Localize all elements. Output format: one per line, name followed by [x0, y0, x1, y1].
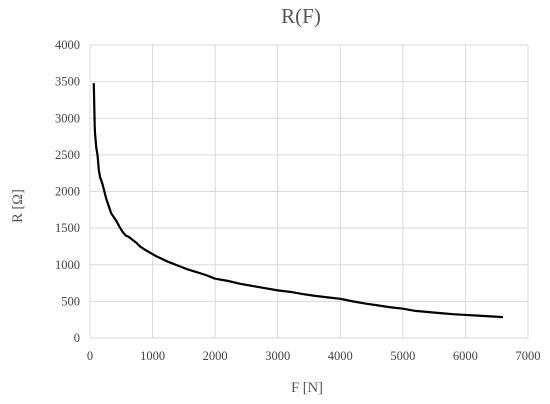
- series-line: [92, 83, 504, 319]
- x-tick-label: 5000: [390, 349, 415, 363]
- x-tick-label: 4000: [328, 349, 353, 363]
- x-tick-label: 6000: [453, 349, 478, 363]
- x-axis-label: F [N]: [291, 380, 323, 396]
- x-tick-label: 3000: [265, 349, 290, 363]
- y-tick-label: 500: [61, 294, 80, 308]
- y-tick-labels: 0 500 1000 1500 2000 2500 3000 3500 4000: [55, 38, 80, 345]
- y-tick-label: 2500: [55, 148, 80, 162]
- y-tick-label: 2000: [55, 185, 80, 199]
- x-tick-label: 0: [87, 349, 93, 363]
- y-tick-label: 1500: [55, 221, 80, 235]
- y-tick-label: 3500: [55, 75, 80, 89]
- chart-title: R(F): [281, 4, 321, 28]
- x-tick-label: 1000: [140, 349, 165, 363]
- x-tick-labels: 0 1000 2000 3000 4000 5000 6000 7000: [87, 349, 541, 363]
- y-tick-label: 3000: [55, 111, 80, 125]
- grid-lines: [89, 44, 529, 339]
- y-tick-label: 0: [74, 331, 80, 345]
- y-axis-label: R [Ω]: [10, 189, 26, 223]
- y-tick-label: 1000: [55, 258, 80, 272]
- y-tick-label: 4000: [55, 38, 80, 52]
- x-tick-label: 7000: [516, 349, 541, 363]
- x-tick-label: 2000: [203, 349, 228, 363]
